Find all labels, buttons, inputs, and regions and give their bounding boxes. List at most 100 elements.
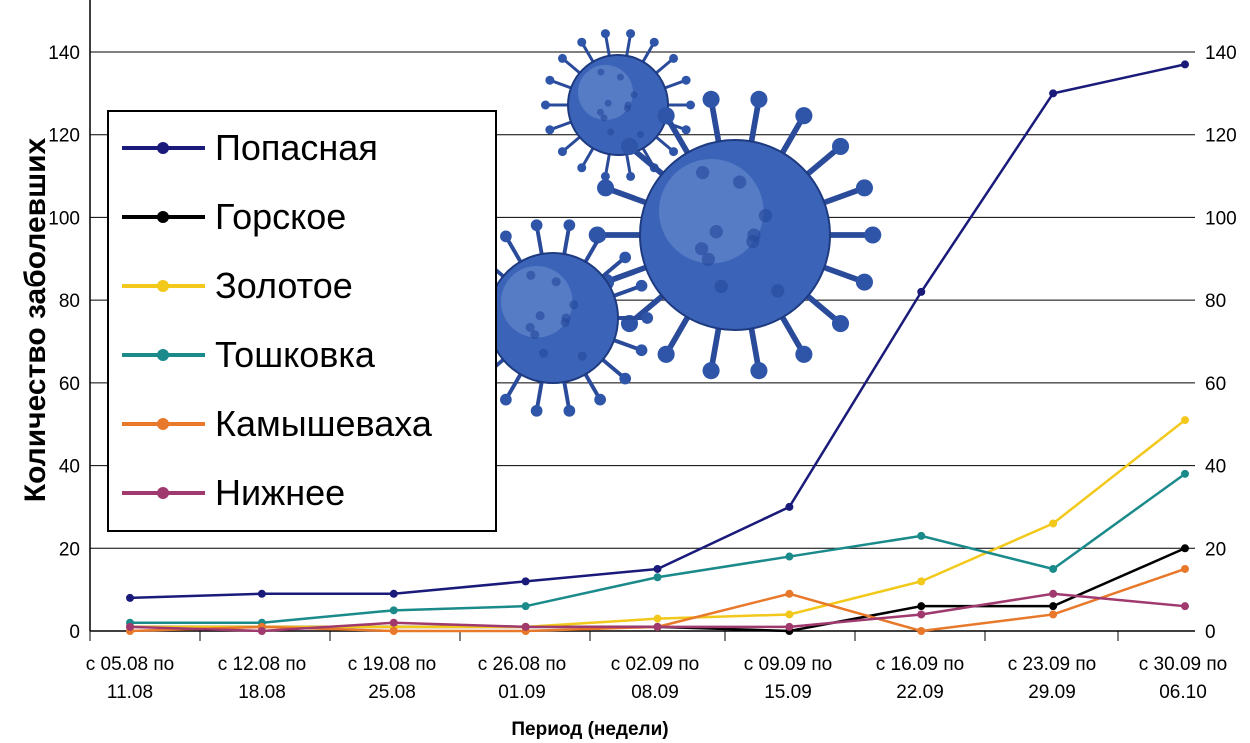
- y-tick-label: 60: [59, 374, 80, 395]
- data-point: [521, 622, 530, 631]
- virus-texture: [538, 348, 549, 358]
- data-point: [653, 573, 662, 582]
- data-point: [1181, 564, 1189, 573]
- virus-spike-tip: [619, 372, 632, 385]
- y-tick-label-right: 120: [1205, 126, 1237, 147]
- x-tick-label: с 02.09 по: [611, 654, 699, 675]
- legend-swatch-marker: [157, 487, 169, 499]
- virus-spike-tip: [600, 171, 610, 181]
- virus-spike-tip: [500, 230, 512, 243]
- legend-swatch-marker: [157, 418, 169, 430]
- legend-entry: Попасная: [215, 127, 378, 168]
- virus-spike-tip: [541, 100, 550, 110]
- virus-texture: [604, 99, 612, 107]
- data-point: [917, 531, 926, 540]
- virus-texture: [600, 114, 608, 122]
- virus-texture: [530, 330, 540, 340]
- virus-texture: [637, 130, 645, 138]
- virus-texture: [714, 279, 728, 294]
- data-point: [1049, 89, 1058, 98]
- virus-spike-tip: [635, 279, 648, 292]
- virus-texture: [616, 73, 624, 81]
- virus-spike-tip: [557, 53, 567, 63]
- data-point: [1049, 610, 1058, 619]
- virus-spike-tip: [831, 137, 850, 156]
- y-tick-label-right: 60: [1205, 374, 1226, 395]
- y-tick-label: 100: [48, 208, 80, 229]
- virus-spike-tip: [530, 219, 543, 232]
- virus-texture: [535, 311, 545, 321]
- virus-spike-tip: [600, 29, 610, 39]
- legend-entry: Горское: [215, 196, 346, 237]
- virus-spike-tip: [686, 100, 695, 110]
- virus-texture: [577, 351, 587, 361]
- virus-texture: [596, 108, 604, 116]
- virus-spike-tip: [594, 393, 606, 406]
- data-point: [389, 618, 398, 627]
- virus-texture: [733, 175, 747, 189]
- virus-spike-tip: [635, 344, 648, 357]
- virus-spike-tip: [545, 125, 555, 135]
- y-tick-label-right: 0: [1205, 622, 1216, 643]
- data-point: [785, 610, 794, 619]
- virus-spike-tip: [563, 219, 576, 232]
- x-tick-label: 06.10: [1159, 682, 1207, 703]
- data-point: [785, 589, 794, 598]
- data-point: [521, 602, 530, 611]
- virus-spike-tip: [641, 312, 654, 324]
- virus-texture: [623, 104, 631, 112]
- x-tick-label: с 16.09 по: [876, 654, 964, 675]
- data-point: [126, 593, 134, 602]
- data-point: [1181, 416, 1189, 425]
- data-point: [653, 614, 662, 623]
- x-tick-label: с 26.08 по: [478, 654, 566, 675]
- data-point: [1049, 564, 1058, 573]
- virus-spike-tip: [669, 53, 679, 63]
- virus-texture: [746, 234, 760, 249]
- virus-spike-tip: [597, 179, 615, 197]
- virus-spike-tip: [577, 163, 587, 173]
- legend-entry: Тошковка: [215, 334, 376, 375]
- data-point: [785, 552, 794, 561]
- legend-swatch-marker: [157, 211, 169, 223]
- virus-spike-tip: [855, 179, 873, 197]
- data-point: [389, 627, 398, 635]
- virus-texture: [709, 225, 723, 239]
- data-point: [917, 610, 926, 619]
- virus-spike-tip: [750, 90, 768, 108]
- x-tick-label: с 30.09 по: [1139, 654, 1227, 675]
- y-tick-label-right: 20: [1205, 539, 1226, 560]
- virus-highlight: [501, 266, 573, 338]
- virus-texture: [607, 128, 615, 136]
- data-point: [1049, 602, 1058, 611]
- y-tick-label-right: 140: [1205, 43, 1237, 64]
- series-lines: [126, 60, 1189, 635]
- data-point: [1181, 60, 1189, 69]
- virus-spike-tip: [831, 314, 850, 333]
- y-axis-label: Количество заболевших: [19, 137, 52, 502]
- virus-texture: [525, 322, 535, 332]
- virus-texture: [771, 284, 785, 298]
- virus-spike-tip: [500, 393, 512, 406]
- virus-medium-icon: [452, 219, 654, 417]
- virus-spike-tip: [855, 273, 873, 291]
- virus-spike-tip: [657, 107, 675, 125]
- virus-texture: [758, 208, 773, 223]
- y-tick-label: 80: [59, 291, 80, 312]
- data-point: [389, 589, 398, 598]
- virus-texture: [597, 68, 605, 76]
- data-point: [257, 589, 266, 598]
- x-tick-label: 15.09: [764, 682, 812, 703]
- data-point: [917, 287, 926, 296]
- data-point: [1181, 544, 1189, 553]
- virus-spike-tip: [681, 125, 691, 135]
- virus-spike-tip: [620, 137, 639, 156]
- legend-entry: Золотое: [215, 265, 353, 306]
- y-tick-label: 0: [69, 622, 80, 643]
- virus-texture: [630, 91, 638, 99]
- data-point: [1049, 589, 1058, 598]
- virus-texture: [694, 242, 709, 256]
- virus-texture: [551, 277, 561, 287]
- virus-spike-tip: [626, 29, 636, 39]
- axes: 0 0 20 20 40 40 60 60 80 80 100 100 120 120 140 140 с 05…: [48, 0, 1237, 703]
